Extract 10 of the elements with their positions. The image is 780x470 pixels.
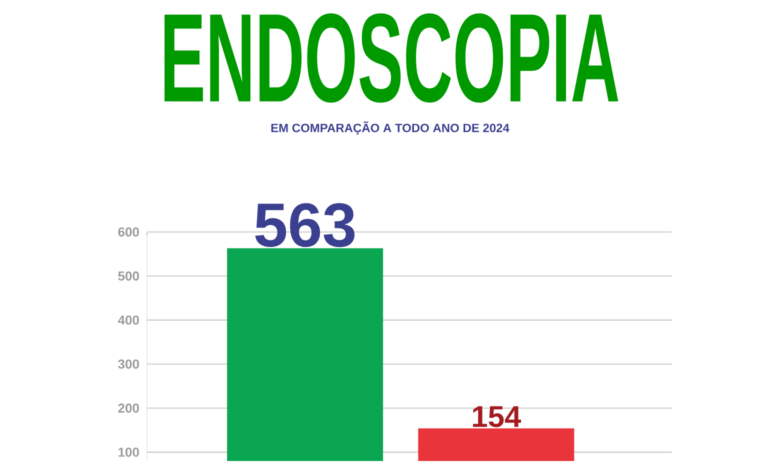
y-tick-label: 600 [118,227,139,237]
chart-title: ENDOSCOPIA [164,13,618,103]
chart-subtitle: EM COMPARAÇÃO A TODO ANO DE 2024 [271,121,510,135]
y-tick-label: 500 [118,271,139,281]
y-tick-label: 300 [118,359,139,369]
y-tick-label: 400 [118,315,139,325]
y-tick-label: 100 [118,448,139,457]
data-label: 154 [473,406,522,428]
y-tick-label: 200 [118,404,139,413]
data-label: 563 [255,203,355,248]
